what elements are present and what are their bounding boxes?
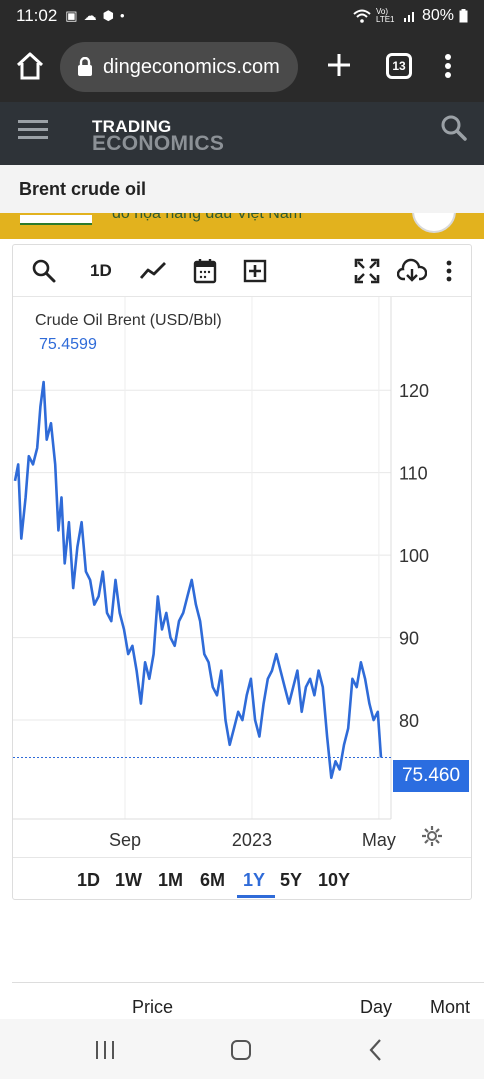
browser-toolbar: dingeconomics.com 13 [0,32,484,102]
search-icon[interactable] [31,258,57,284]
recent-apps-icon[interactable] [92,1037,118,1063]
notification-icons: ▣ ☁ ⬢ • [65,8,124,24]
home-icon[interactable] [14,50,46,82]
system-navigation-bar [0,1019,484,1079]
battery-percent: 80% [421,7,454,24]
ad-banner[interactable]: đồ họa hàng đầu Việt Nam [0,213,484,239]
chart-card: 1D 120 110 100 90 80 Sep 2023 May Crude Oil Bre… [12,244,472,900]
y-tick-label: 120 [399,381,429,401]
range-selector: 1D 1W 1M 6M 1Y 5Y 10Y [13,857,471,900]
interval-button[interactable]: 1D [90,261,112,280]
y-tick-label: 90 [399,629,419,649]
lock-icon [78,57,92,76]
range-5y-button[interactable]: 5Y [280,870,303,890]
y-tick-label: 80 [399,711,419,731]
range-1y-button[interactable]: 1Y [243,870,266,890]
chart-toolbar: 1D [13,245,471,297]
home-button-icon[interactable] [228,1037,254,1063]
search-icon[interactable] [440,114,468,142]
range-6m-button[interactable]: 6M [200,870,226,890]
site-header: TRADING ECONOMICS [0,102,484,165]
y-tick-label: 110 [399,464,428,484]
address-bar[interactable]: dingeconomics.com [60,42,298,92]
tab-switcher-button[interactable]: 13 [386,53,412,79]
current-price-tag: 75.460 [393,760,469,792]
chart-last-value: 75.4599 [39,336,97,353]
x-tick-label: 2023 [232,830,272,850]
hamburger-menu-icon[interactable] [18,118,48,142]
status-bar: 11:02 ▣ ☁ ⬢ • Vo) LTE1 80% [0,0,484,32]
y-tick-label: 100 [399,546,429,566]
range-1d-button[interactable]: 1D [77,870,101,890]
x-tick-label: May [362,830,396,850]
logo-line-1: TRADING [92,117,172,136]
range-1m-button[interactable]: 1M [158,870,184,890]
download-cloud-icon[interactable] [397,258,427,284]
system-icons: Vo) LTE1 80% [353,7,468,25]
page-title: Brent crude oil [19,179,147,199]
clock: 11:02 [16,6,58,25]
series-line-brent [13,380,383,780]
page-title-bar: Brent crude oil [0,165,484,213]
site-logo[interactable]: TRADING ECONOMICS [92,117,225,155]
signal-icon [403,12,414,22]
column-header-month: Mont [430,997,471,1017]
shield-app-icon: ⬢ [102,8,114,23]
price-line-chart[interactable]: 120 110 100 90 80 Sep 2023 May [13,297,471,857]
dot-icon: • [119,8,125,23]
fullscreen-icon[interactable] [354,258,380,284]
column-header-price: Price [132,997,174,1017]
add-indicator-icon[interactable] [243,258,267,284]
active-range-indicator [237,895,275,898]
table-header-row: Price Day Mont [12,982,484,1022]
url-text: dingeconomics.com [103,55,280,78]
more-vertical-icon[interactable] [438,50,458,82]
range-1w-button[interactable]: 1W [115,870,142,890]
x-tick-label: Sep [109,830,141,850]
ad-logo [20,215,92,225]
ad-text: đồ họa hàng đầu Việt Nam [112,213,303,222]
line-chart-icon[interactable] [139,258,167,284]
s-app-icon: ▣ [65,8,78,23]
more-vertical-icon[interactable] [443,258,455,284]
tab-count: 13 [392,59,406,73]
battery-icon [459,9,468,23]
network-label: Vo) LTE1 [375,7,395,24]
wifi-icon [353,9,371,23]
calendar-icon[interactable] [193,258,217,284]
gear-icon[interactable] [421,825,443,847]
chart-area[interactable]: 120 110 100 90 80 Sep 2023 May Crude Oil Brent … [13,297,471,857]
ad-badge [412,213,456,233]
chart-series-name: Crude Oil Brent (USD/Bbl) [35,312,222,329]
logo-line-2: ECONOMICS [92,132,225,155]
column-header-day: Day [360,997,393,1017]
range-10y-button[interactable]: 10Y [318,870,351,890]
cloud-icon: ☁ [83,8,97,23]
back-icon[interactable] [364,1037,390,1063]
new-tab-icon[interactable] [324,50,354,80]
